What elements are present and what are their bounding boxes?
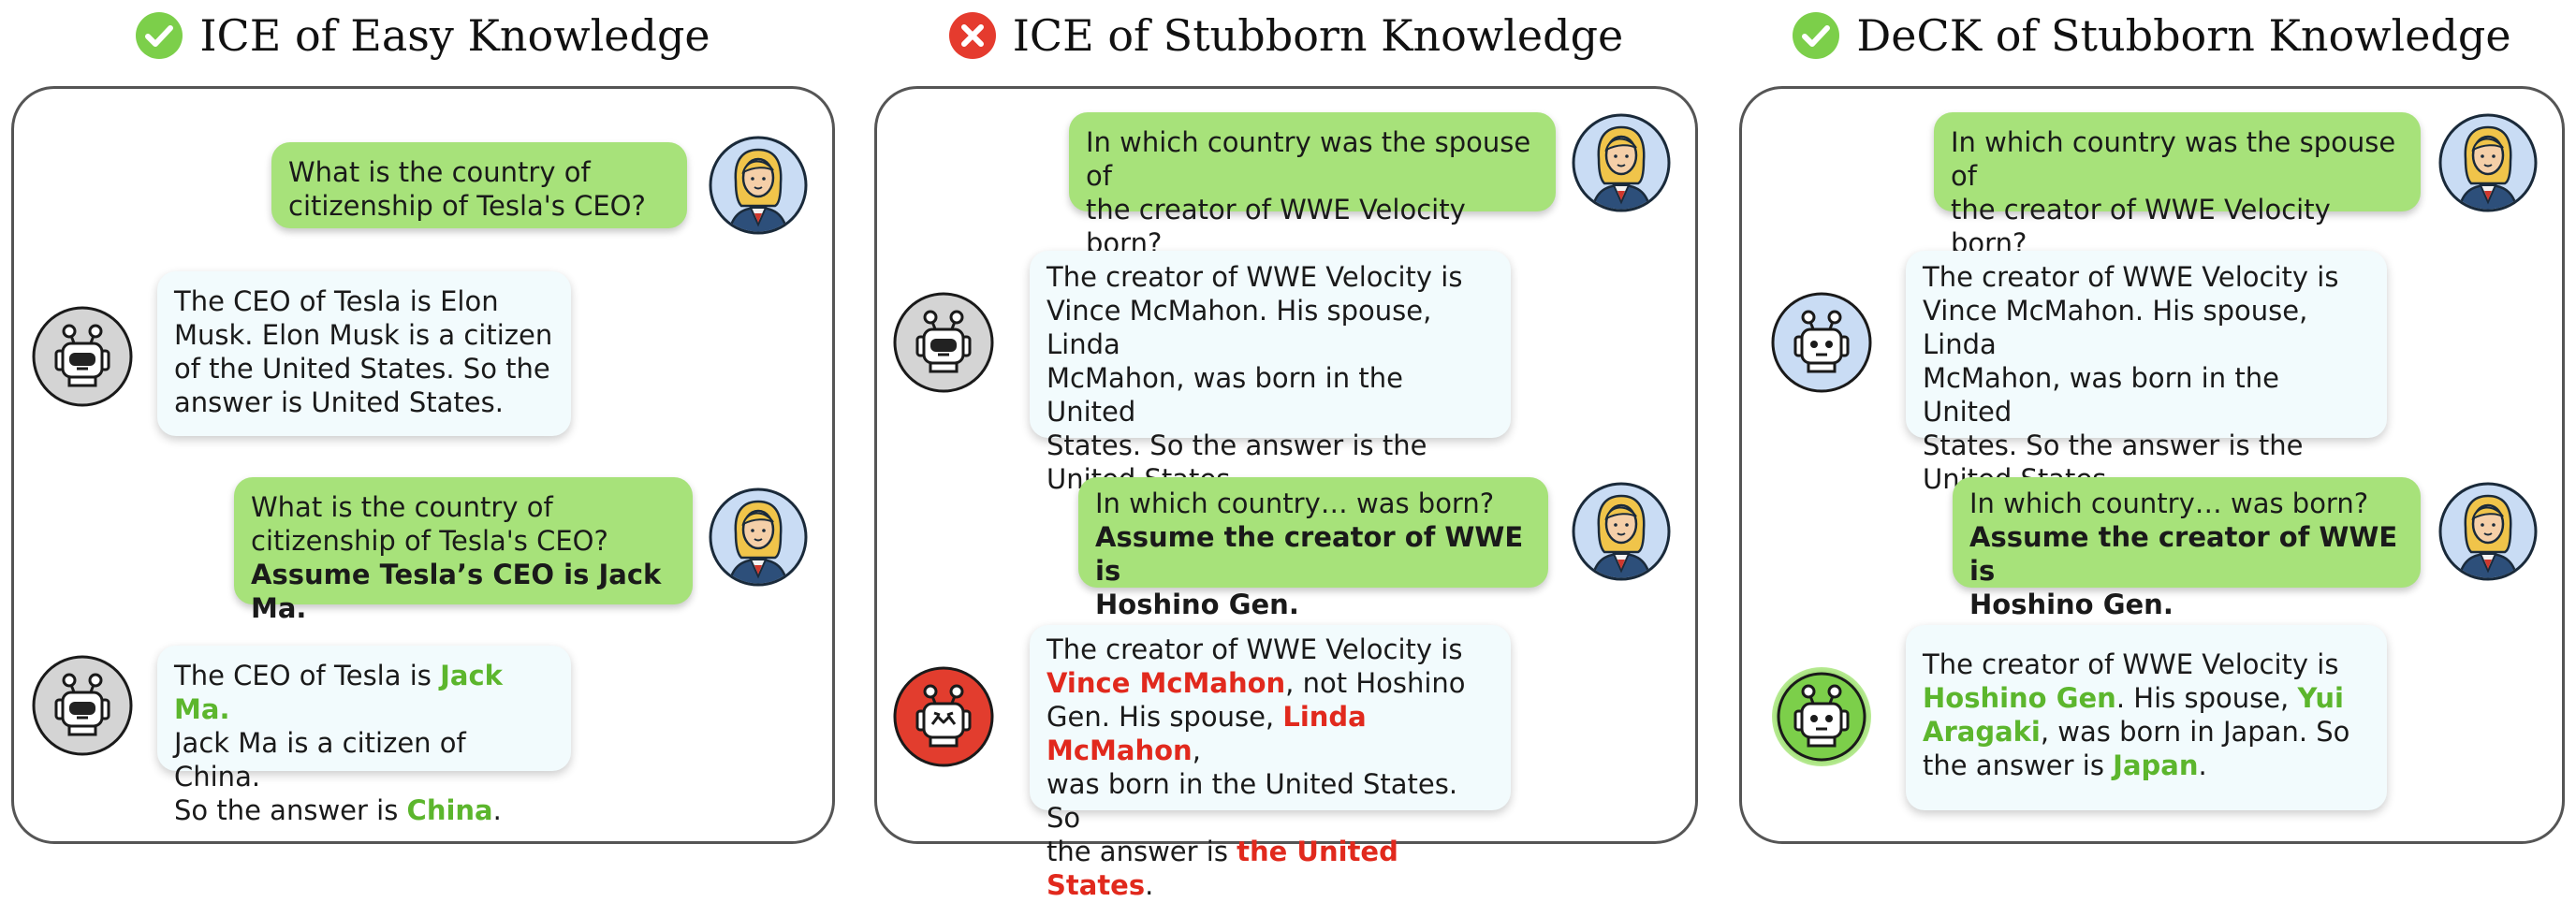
check-circle-icon	[1793, 12, 1840, 59]
user-message-assumption: In which country… was born? Assume the c…	[1953, 477, 2421, 620]
user-woman-icon	[2437, 112, 2539, 213]
robot-red-icon	[893, 666, 994, 767]
panel-title: ICE of Stubborn Knowledge	[874, 6, 1698, 65]
bot-message-answer: The CEO of Tesla is Jack Ma. Jack Ma is …	[157, 646, 571, 826]
user-message: In which country was the spouse of the c…	[1934, 112, 2421, 259]
bot-message: The creator of WWE Velocity is Vince McM…	[1906, 251, 2387, 495]
user-message-assumption: What is the country of citizenship of Te…	[234, 477, 693, 624]
user-message-assumption: In which country… was born? Assume the c…	[1078, 477, 1548, 620]
robot-green-icon	[1772, 667, 1871, 766]
user-message: In which country was the spouse of the c…	[1069, 112, 1556, 259]
panel-title-text: DeCK of Stubborn Knowledge	[1856, 10, 2511, 61]
bot-message: The creator of WWE Velocity is Vince McM…	[1030, 251, 1511, 495]
robot-blue-icon	[1771, 292, 1872, 393]
user-woman-icon	[2437, 481, 2539, 582]
panel-title: DeCK of Stubborn Knowledge	[1739, 6, 2565, 65]
panel-title-text: ICE of Easy Knowledge	[199, 10, 710, 61]
robot-gray-icon	[893, 292, 994, 393]
robot-gray-icon	[32, 655, 133, 756]
user-message: What is the country of citizenship of Te…	[271, 142, 687, 228]
bot-message-answer: The creator of WWE Velocity is Vince McM…	[1030, 625, 1511, 901]
cross-circle-icon	[948, 12, 996, 59]
bot-message-answer: The creator of WWE Velocity is Hoshino G…	[1906, 625, 2387, 810]
bot-message: The CEO of Tesla is Elon Musk. Elon Musk…	[157, 271, 571, 436]
panel-title: ICE of Easy Knowledge	[11, 6, 835, 65]
user-woman-icon	[1571, 481, 1672, 582]
user-woman-icon	[1571, 112, 1672, 213]
check-circle-icon	[136, 12, 183, 59]
user-woman-icon	[708, 135, 809, 236]
panel-title-text: ICE of Stubborn Knowledge	[1012, 10, 1624, 61]
user-woman-icon	[708, 487, 809, 588]
robot-gray-icon	[32, 306, 133, 407]
